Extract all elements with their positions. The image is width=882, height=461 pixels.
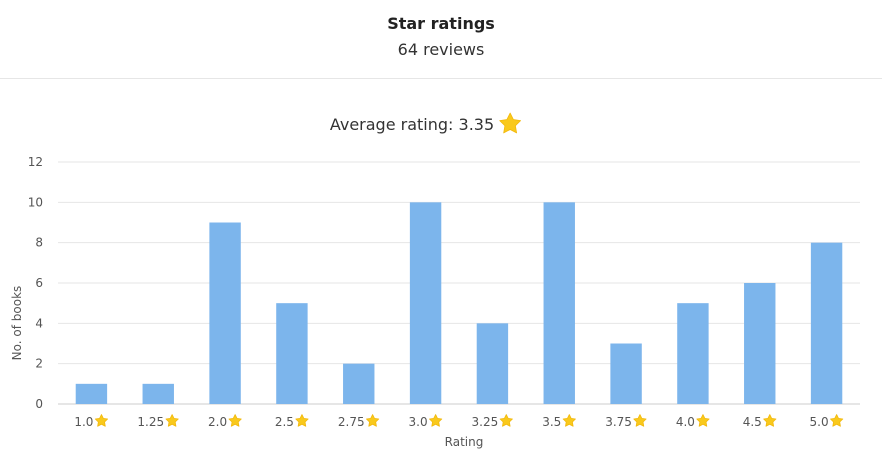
x-tick-label: 3.75 (605, 415, 632, 429)
star-icon (366, 414, 380, 427)
x-tick-1.0: 1.0 (74, 414, 109, 429)
average-rating: Average rating: 3.35 (330, 112, 522, 134)
bar-3.75[interactable] (610, 343, 642, 405)
bar-1.25[interactable] (142, 383, 174, 404)
y-tick-label: 2 (35, 357, 43, 371)
chart-area: Average rating: 3.35 0 2 4 6 8 10 12 1.0 1.25 2.… (0, 79, 882, 461)
x-tick-label: 1.25 (137, 415, 164, 429)
x-tick-label: 3.0 (409, 415, 428, 429)
star-icon (295, 414, 309, 427)
star-icon (562, 414, 576, 427)
star-icon (763, 414, 777, 427)
y-tick-label: 12 (28, 155, 43, 169)
bar-chart: Average rating: 3.35 0 2 4 6 8 10 12 1.0 1.25 2.… (10, 112, 860, 449)
x-tick-1.25: 1.25 (137, 414, 179, 429)
x-tick-2.5: 2.5 (275, 414, 309, 429)
x-tick-label: 1.0 (74, 415, 93, 429)
star-icon (499, 414, 513, 427)
star-icon (830, 414, 844, 427)
x-tick-2.0: 2.0 (208, 414, 242, 429)
x-tick-label: 5.0 (810, 415, 829, 429)
x-tick-label: 4.0 (676, 415, 695, 429)
x-tick-3.5: 3.5 (542, 414, 576, 429)
star-icon (429, 414, 443, 427)
bar-3.5[interactable] (543, 202, 575, 404)
x-tick-5.0: 5.0 (810, 414, 844, 429)
x-tick-label: 2.0 (208, 415, 227, 429)
chart-header: Star ratings 64 reviews (0, 0, 882, 79)
x-tick-label: 2.5 (275, 415, 294, 429)
review-count: 64 reviews (397, 40, 485, 59)
star-icon (94, 414, 109, 427)
bar-1.0[interactable] (75, 383, 108, 404)
y-tick-label: 6 (35, 276, 43, 290)
bar-2.0[interactable] (209, 222, 241, 405)
bar-2.5[interactable] (276, 303, 308, 404)
bar-4.5[interactable] (744, 283, 776, 404)
y-tick-label: 8 (35, 236, 43, 250)
x-tick-label: 4.5 (743, 415, 762, 429)
star-icon (228, 414, 242, 427)
x-tick-label: 3.25 (472, 415, 499, 429)
bar-4.0[interactable] (677, 303, 709, 404)
x-axis-label: Rating (445, 435, 484, 449)
y-tick-label: 4 (35, 316, 43, 330)
average-rating-text: Average rating: 3.35 (330, 115, 494, 134)
y-axis-label: No. of books (10, 286, 24, 361)
x-tick-label: 2.75 (338, 415, 365, 429)
x-tick-label: 3.5 (542, 415, 561, 429)
x-tick-3.25: 3.25 (472, 414, 513, 429)
star-icon (165, 414, 179, 427)
bar-3.25[interactable] (476, 323, 509, 404)
bar-2.75[interactable] (343, 363, 375, 404)
x-tick-3.0: 3.0 (409, 414, 443, 429)
x-tick-4.0: 4.0 (676, 414, 710, 429)
x-tick-2.75: 2.75 (338, 414, 380, 429)
bar-5.0[interactable] (810, 242, 843, 404)
y-tick-label: 10 (28, 195, 43, 209)
average-star-icon (499, 112, 522, 134)
x-tick-4.5: 4.5 (743, 414, 777, 429)
page-title: Star ratings (387, 14, 495, 33)
x-tick-3.75: 3.75 (605, 414, 647, 429)
star-icon (633, 414, 647, 427)
bar-3.0[interactable] (409, 202, 442, 404)
star-icon (696, 414, 710, 427)
y-tick-label: 0 (35, 397, 43, 411)
